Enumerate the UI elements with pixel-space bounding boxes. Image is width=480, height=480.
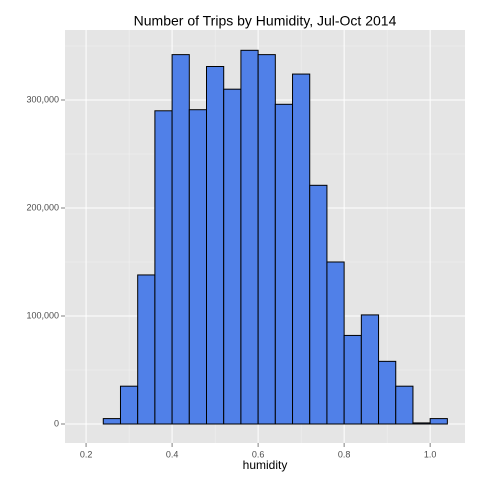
bar bbox=[378, 360, 397, 425]
y-tick-label: 300,000 bbox=[26, 94, 59, 104]
bar bbox=[309, 184, 328, 425]
x-tick-label: 1.0 bbox=[424, 449, 437, 459]
bar bbox=[137, 274, 156, 425]
bar bbox=[292, 73, 311, 425]
chart-title: Number of Trips by Humidity, Jul-Oct 201… bbox=[134, 13, 397, 29]
x-tick-label: 0.8 bbox=[338, 449, 351, 459]
y-tick-label: 100,000 bbox=[26, 310, 59, 320]
bar bbox=[171, 54, 190, 425]
bar bbox=[429, 418, 448, 425]
bar bbox=[188, 109, 208, 425]
bar bbox=[274, 103, 294, 425]
bar bbox=[102, 418, 121, 425]
bar bbox=[343, 334, 362, 425]
bar bbox=[154, 110, 173, 425]
bar bbox=[240, 49, 259, 425]
x-tick-label: 0.4 bbox=[166, 449, 179, 459]
x-tick-label: 0.2 bbox=[80, 449, 93, 459]
y-tick-label: 0 bbox=[54, 418, 59, 428]
bar bbox=[119, 385, 139, 425]
x-tick-label: 0.6 bbox=[252, 449, 265, 459]
bar bbox=[412, 422, 431, 425]
x-axis-label: humidity bbox=[243, 458, 288, 472]
bar bbox=[223, 88, 242, 425]
bar bbox=[326, 261, 345, 425]
bar bbox=[257, 54, 276, 425]
bar bbox=[360, 314, 380, 425]
bar bbox=[206, 66, 225, 425]
bar bbox=[395, 385, 414, 425]
y-tick-label: 200,000 bbox=[26, 202, 59, 212]
